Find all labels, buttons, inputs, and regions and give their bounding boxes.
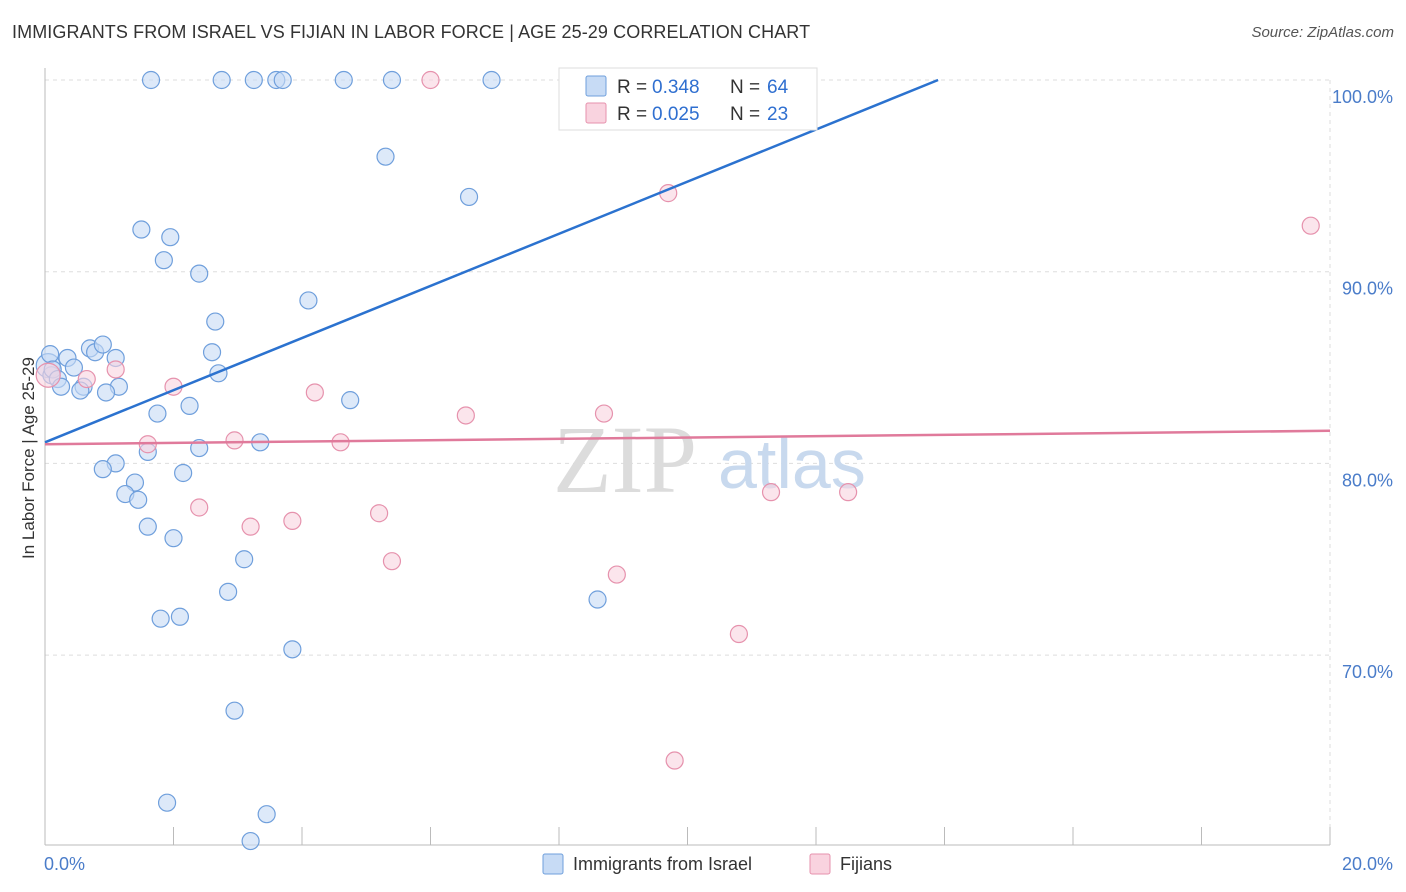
israel-point (206, 312, 225, 331)
legend-n-label-fijians: N = (730, 104, 760, 125)
israel-point (376, 147, 395, 166)
legend-r-value-israel: 0.348 (652, 77, 700, 98)
israel-point (212, 70, 231, 90)
bottom-legend: Immigrants from Israel Fijians (542, 853, 892, 875)
trend-lines (44, 78, 1331, 446)
bottom-legend-label-fijians: Fijians (840, 854, 892, 874)
israel-point (241, 831, 260, 851)
fijian-point (283, 511, 302, 531)
israel-point (170, 607, 190, 626)
legend-n-value-fijians: 23 (767, 104, 788, 125)
israel-point (93, 335, 112, 354)
israel-point (161, 228, 180, 247)
tick-labels: 70.0% 80.0% 90.0% 100.0% 0.0% 20.0% (44, 87, 1393, 874)
israel-point (341, 391, 360, 410)
fijian-point (382, 552, 402, 571)
israel-point (588, 590, 607, 609)
x-tick-label-max: 20.0% (1342, 854, 1393, 874)
fijian-point (761, 483, 781, 502)
israel-point (299, 291, 318, 310)
legend-swatch-israel (585, 75, 607, 97)
fijian-point (190, 498, 209, 517)
israel-point (482, 70, 501, 90)
israel-point (151, 609, 170, 628)
y-tick-label: 90.0% (1342, 279, 1393, 299)
israel-point (96, 383, 116, 402)
fijian-point (839, 483, 858, 502)
israel-point (154, 251, 173, 270)
israel-point (334, 70, 353, 90)
y-tick-label: 100.0% (1332, 87, 1393, 107)
israel-point (93, 460, 112, 479)
legend-n-value-israel: 64 (767, 77, 789, 98)
israel-point (202, 343, 222, 362)
bottom-legend-label-israel: Immigrants from Israel (573, 854, 752, 874)
fijian-point (370, 504, 389, 523)
israel-point (164, 529, 183, 548)
y-tick-label: 80.0% (1342, 470, 1393, 490)
israel-point (257, 805, 276, 824)
source-label: Source: ZipAtlas.com (1251, 24, 1394, 41)
legend-r-label-israel: R = (617, 77, 647, 98)
fijian-point (665, 751, 684, 770)
legend: R = 0.348 N = 64 R = 0.025 N = 23 (558, 67, 818, 131)
bottom-legend-swatch-israel (542, 853, 564, 875)
israel-point (180, 396, 199, 415)
israel-point (273, 70, 292, 90)
israel-point (132, 220, 151, 239)
israel-point (174, 463, 193, 483)
y-tick-label: 70.0% (1342, 662, 1393, 682)
fijian-point (77, 369, 96, 389)
chart-title: IMMIGRANTS FROM ISRAEL VS FIJIAN IN LABO… (12, 22, 811, 42)
data-points (35, 70, 1320, 851)
israel-point (157, 793, 177, 812)
israel-trend-line (44, 78, 939, 444)
israel-point (219, 582, 238, 601)
x-tick-label-min: 0.0% (44, 854, 85, 874)
israel-point (382, 70, 402, 90)
israel-point (148, 404, 167, 423)
israel-point (283, 640, 302, 659)
israel-point (459, 187, 479, 207)
israel-point (138, 517, 157, 536)
fijian-point (225, 431, 244, 450)
axes (44, 68, 1331, 846)
fijian-point (305, 383, 324, 402)
watermark: ZIP atlas (553, 406, 866, 513)
israel-point (141, 70, 161, 90)
fijian-point (456, 406, 475, 425)
y-axis-title: In Labor Force | Age 25-29 (19, 357, 38, 559)
fijian-point (106, 360, 125, 379)
fijian-point (607, 565, 626, 584)
israel-point (41, 345, 60, 364)
fijian-trend-line (44, 429, 1331, 446)
israel-point (244, 70, 263, 90)
fijian-point (35, 362, 61, 388)
fijian-point (241, 517, 260, 536)
fijian-point (421, 70, 440, 90)
fijian-point (594, 404, 614, 423)
legend-n-label-israel: N = (730, 77, 760, 98)
israel-point (64, 358, 84, 377)
fijian-point (729, 624, 749, 644)
legend-swatch-fijians (585, 102, 607, 124)
israel-point (129, 490, 148, 509)
legend-r-value-fijians: 0.025 (652, 104, 700, 125)
watermark-zip: ZIP (553, 406, 697, 513)
israel-point (190, 264, 209, 283)
legend-r-label-fijians: R = (617, 104, 647, 125)
fijian-point (1301, 216, 1320, 235)
israel-point (235, 550, 254, 569)
bottom-legend-swatch-fijians (809, 853, 831, 875)
israel-point (225, 701, 244, 720)
